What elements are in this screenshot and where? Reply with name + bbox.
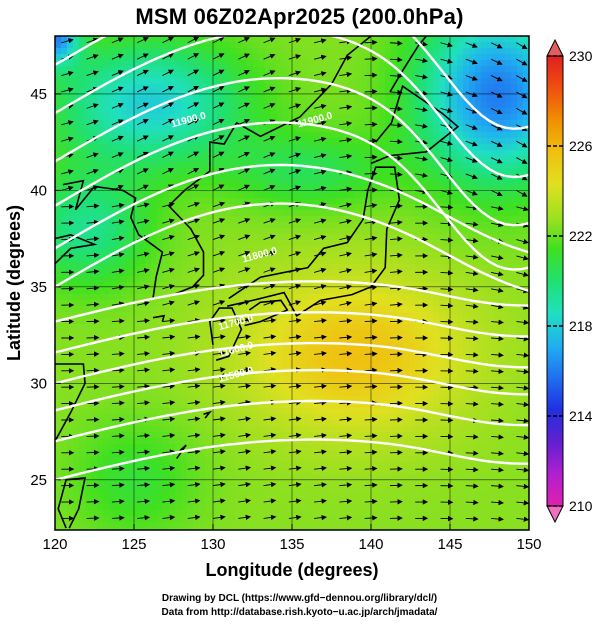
height-contour [55,121,529,271]
height-contour [55,202,529,293]
colorbar-min-arrow [546,505,564,524]
height-contour [55,77,529,227]
colorbar-ticks: 210 214 218 222 226 230 [547,48,593,514]
colorbar-tick-label: 226 [569,138,593,154]
y-tick-label: 25 [30,472,47,489]
y-axis-label: Latitude (degrees) [4,205,24,361]
credit-line-1: Drawing by DCL (https://www.gfd−dennou.o… [161,593,438,604]
y-tick-label: 40 [30,182,47,199]
height-contour [55,368,529,412]
x-tick-label: 135 [279,536,304,553]
x-tick-label: 125 [121,536,146,553]
colorbar-tick-label: 222 [569,228,593,244]
coastline-0 [208,307,243,361]
y-ticks: 25 30 35 40 45 [30,86,61,489]
height-contour [55,36,529,179]
height-contour [55,310,529,354]
height-contour [55,280,529,323]
height-contour [55,399,529,443]
colorbar-tick-label: 230 [569,48,593,64]
x-tick-label: 120 [42,536,67,553]
coastline-5 [62,179,164,299]
map-title: MSM 06Z02Apr2025 (200.0hPa) [135,4,464,29]
coastline-11 [389,36,427,93]
x-axis-label: Longitude (degrees) [205,560,378,580]
height-contour [55,163,529,254]
height-contour [55,341,529,385]
x-tick-label: 130 [200,536,225,553]
colorbar-tick-label: 218 [569,318,593,334]
x-tick-label: 145 [437,536,462,553]
x-tick-label: 140 [358,536,383,553]
credit-line-2: Data from http://database.rish.kyoto−u.a… [161,607,438,618]
colorbar-tick-label: 214 [569,408,593,424]
colorbar-tick-label: 210 [569,498,593,514]
coastline-10 [176,444,187,460]
streamlines [61,36,529,522]
coastline-4 [152,36,372,300]
y-tick-label: 35 [30,279,47,296]
height-contour [55,438,529,481]
coastline-12 [203,410,213,419]
credit: Drawing by DCL (https://www.gfd−dennou.o… [0,592,599,620]
x-tick-label: 150 [516,536,541,553]
y-tick-label: 30 [30,375,47,392]
y-tick-label: 45 [30,86,47,103]
x-ticks: 120 125 130 135 140 145 150 [42,524,542,553]
colorbar-max-arrow [546,38,564,57]
coastline-8 [57,476,87,529]
coastline-1 [244,299,289,327]
coastline-9 [152,314,166,322]
coastline-2 [227,166,401,317]
colorbar-bar [546,55,564,507]
height-contour [55,36,529,130]
colorbar: 210 214 218 222 226 230 [546,38,593,524]
coastline-6 [55,233,98,265]
